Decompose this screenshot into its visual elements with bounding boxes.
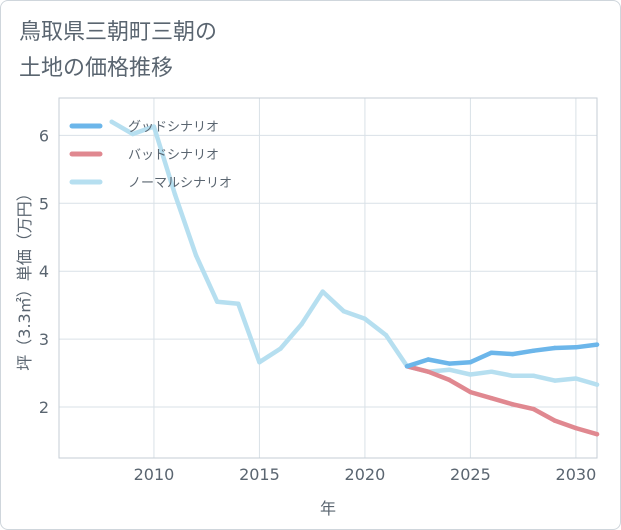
- data-point: [552, 378, 558, 383]
- x-tick-label: 2010: [134, 465, 175, 484]
- y-axis-ticks: 2 3 4 5 6: [39, 126, 49, 417]
- axes: [58, 97, 598, 459]
- y-tick-label: 4: [39, 262, 49, 281]
- data-point: [447, 367, 452, 372]
- y-axis-title: 坪（3.3㎡）単価（万円）: [15, 185, 34, 370]
- data-point: [299, 321, 304, 327]
- data-point: [383, 332, 389, 338]
- series-lines: [109, 119, 600, 437]
- data-point: [552, 345, 558, 351]
- series-good: [404, 342, 600, 369]
- data-point: [573, 425, 579, 431]
- data-point: [447, 361, 452, 366]
- data-point: [510, 402, 515, 407]
- y-tick-label: 3: [39, 330, 49, 349]
- data-point: [426, 357, 431, 362]
- data-point: [215, 299, 220, 304]
- data-point: [531, 348, 536, 353]
- data-point: [426, 369, 431, 374]
- data-point: [531, 406, 536, 412]
- data-point: [404, 364, 410, 369]
- data-point: [489, 369, 494, 374]
- data-point: [257, 360, 262, 365]
- data-point: [172, 192, 178, 197]
- data-point: [594, 382, 600, 387]
- x-tick-label: 2020: [345, 465, 386, 484]
- legend-label: グッドシナリオ: [128, 120, 219, 135]
- data-point: [489, 350, 494, 355]
- y-tick-label: 5: [39, 194, 49, 213]
- data-point: [278, 346, 283, 351]
- data-point: [510, 351, 515, 357]
- data-point: [447, 377, 452, 383]
- series-line: [109, 119, 600, 387]
- data-point: [573, 345, 579, 350]
- data-point: [552, 418, 558, 423]
- data-point: [109, 119, 114, 124]
- x-tick-label: 2030: [556, 465, 597, 484]
- series-line: [404, 364, 600, 437]
- legend-label: ノーマルシナリオ: [128, 176, 232, 191]
- legend-item: バッドシナリオ: [69, 148, 219, 163]
- data-point: [573, 376, 579, 381]
- data-point: [341, 309, 347, 314]
- x-axis-title: 年: [320, 499, 336, 518]
- y-tick-label: 2: [39, 398, 49, 417]
- series-line: [404, 342, 600, 369]
- plot-frame: [58, 97, 598, 459]
- y-tick-label: 6: [39, 126, 49, 145]
- legend-item: グッドシナリオ: [69, 120, 219, 135]
- data-point: [531, 373, 536, 379]
- x-axis-ticks: 2010 2015 2020 2025 2030: [134, 465, 597, 484]
- data-point: [236, 301, 241, 307]
- data-point: [362, 316, 368, 321]
- data-point: [193, 253, 199, 258]
- x-tick-label: 2025: [450, 465, 491, 484]
- legend-label: バッドシナリオ: [128, 148, 219, 163]
- data-point: [151, 124, 157, 129]
- data-point: [130, 131, 136, 137]
- legend-item: ノーマルシナリオ: [69, 176, 232, 191]
- data-point: [510, 373, 515, 379]
- title-line-2: 土地の価格推移: [19, 56, 174, 81]
- grid: [59, 98, 597, 458]
- data-point: [320, 289, 325, 294]
- x-tick-label: 2015: [239, 465, 280, 484]
- data-point: [594, 432, 600, 437]
- page-title: 鳥取県三朝町三朝の 土地の価格推移: [19, 15, 217, 87]
- data-point: [468, 372, 473, 377]
- title-line-1: 鳥取県三朝町三朝の: [19, 20, 218, 45]
- data-point: [594, 342, 600, 347]
- data-point: [468, 360, 473, 365]
- data-point: [468, 389, 473, 395]
- data-point: [489, 396, 494, 401]
